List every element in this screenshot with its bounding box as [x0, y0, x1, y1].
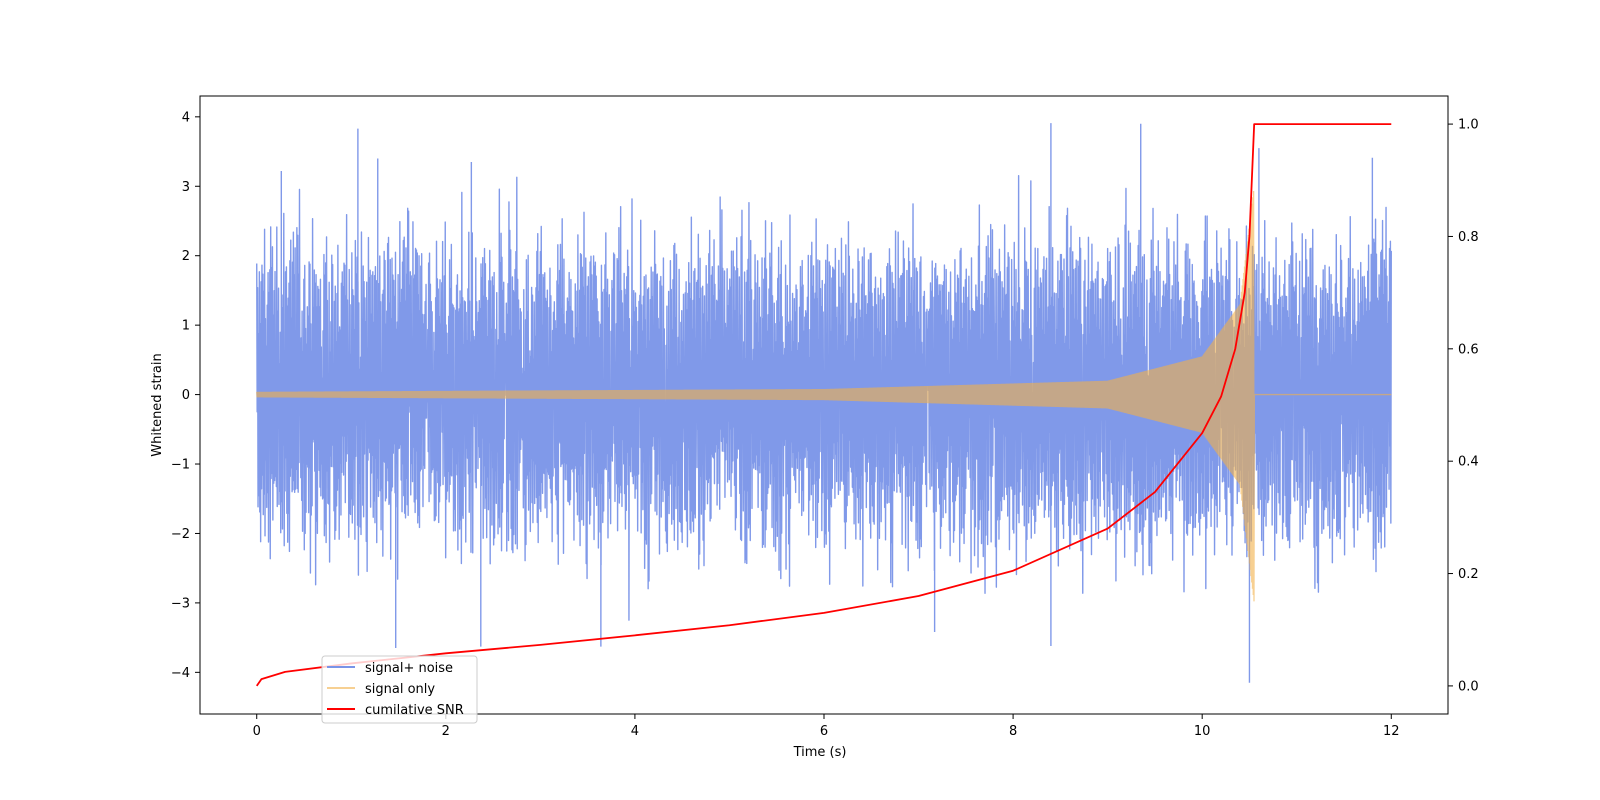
y-tick-label: 4 [182, 110, 190, 125]
y-axis-label: Whitened strain [150, 353, 165, 456]
y-tick-label: −1 [171, 458, 190, 473]
x-tick-label: 8 [1009, 724, 1017, 739]
x-tick-label: 4 [631, 724, 639, 739]
legend-label-cumulative-snr: cumilative SNR [365, 703, 464, 718]
x-tick-label: 0 [253, 724, 261, 739]
legend: signal+ noise signal only cumilative SNR [321, 655, 478, 724]
series-signal-noise [256, 123, 1392, 683]
y-right-tick-label: 1.0 [1458, 118, 1479, 133]
y-tick-label: −2 [171, 527, 190, 542]
y-tick-label: 2 [182, 249, 190, 264]
y-tick-label: −3 [171, 596, 190, 611]
y-right-tick-label: 0.0 [1458, 679, 1479, 694]
y-right-tick-label: 0.8 [1458, 230, 1479, 245]
y-right-axis-ticks: 0.0 0.2 0.4 0.6 0.8 1.0 [1448, 118, 1479, 694]
x-tick-label: 12 [1383, 724, 1400, 739]
x-tick-label: 10 [1194, 724, 1211, 739]
legend-box [321, 655, 478, 724]
x-tick-label: 2 [442, 724, 450, 739]
y-tick-label: −4 [171, 666, 190, 681]
y-tick-label: 3 [182, 180, 190, 195]
x-tick-label: 6 [820, 724, 828, 739]
series-signal-only [256, 190, 1392, 602]
x-axis-label: Time (s) [793, 745, 847, 760]
y-tick-label: 0 [182, 388, 190, 403]
y-right-tick-label: 0.2 [1458, 567, 1479, 582]
y-tick-label: 1 [182, 319, 190, 334]
y-right-tick-label: 0.4 [1458, 455, 1479, 470]
legend-label-signal-noise: signal+ noise [365, 661, 453, 676]
y-right-tick-label: 0.6 [1458, 342, 1479, 357]
legend-label-signal-only: signal only [365, 682, 435, 697]
y-axis-ticks: −4 −3 −2 −1 0 1 2 3 4 [171, 110, 200, 681]
